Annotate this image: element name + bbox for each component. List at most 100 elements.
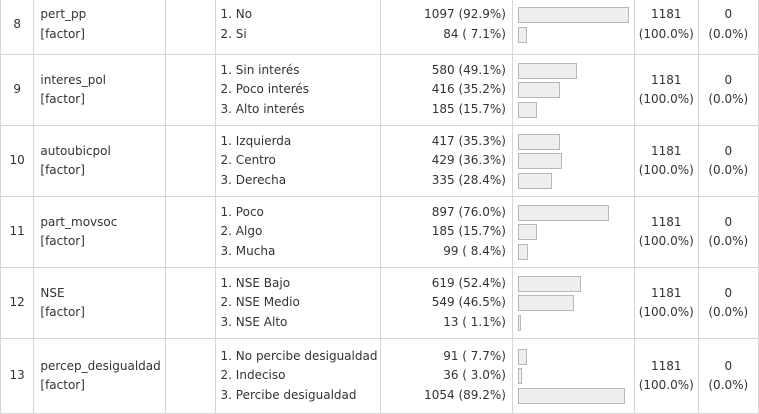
label-cell xyxy=(165,196,216,268)
frequency-value: 91 ( 7.7%) xyxy=(443,348,506,363)
values-cell: 1. Sin interés 2. Poco interés 3. Alto int… xyxy=(214,54,382,126)
table-row: 12 NSE [factor] 1. NSE Bajo 2. NSE Medio 3. N… xyxy=(0,267,759,339)
frequency-bar xyxy=(517,314,521,331)
frequency-bar xyxy=(517,133,560,150)
frequency-value: 897 (76.0%) xyxy=(431,204,506,219)
bar-slot xyxy=(517,171,633,191)
valid-cell: 1181 (100.0%) xyxy=(633,267,699,339)
row-number-cell: 13 xyxy=(0,338,35,414)
valid-percent: (100.0%) xyxy=(638,163,694,177)
label-cell xyxy=(165,0,216,55)
valid-count: 1181 xyxy=(650,143,682,158)
value-label: 2. Poco interés xyxy=(220,82,310,97)
row-number: 11 xyxy=(9,224,25,239)
value-label: 2. Algo xyxy=(220,224,263,239)
graph-cell xyxy=(511,54,635,126)
valid-count: 1181 xyxy=(650,285,682,300)
valid-count: 1181 xyxy=(650,358,682,373)
row-number: 13 xyxy=(9,368,25,383)
missing-percent: (0.0%) xyxy=(708,378,749,392)
label-cell xyxy=(165,338,216,414)
row-number: 12 xyxy=(9,295,25,310)
frequency-bar xyxy=(517,62,577,79)
variable-name: NSE xyxy=(40,285,65,300)
variable-type: [factor] xyxy=(40,26,85,41)
variable-cell: pert_pp [factor] xyxy=(33,0,167,55)
table-row: 11 part_movsoc [factor] 1. Poco 2. Algo 3. Mu… xyxy=(0,196,759,268)
variable-cell: percep_desigualdad [factor] xyxy=(33,338,167,414)
missing-cell: 0 (0.0%) xyxy=(697,267,759,339)
frequency-value: 13 ( 1.1%) xyxy=(443,314,506,329)
value-label: 1. Sin interés xyxy=(220,62,300,77)
frequencies-cell: 1097 (92.9%) 84 ( 7.1%) xyxy=(380,0,513,55)
missing-count: 0 xyxy=(724,143,733,158)
valid-percent: (100.0%) xyxy=(638,92,694,106)
bar-slot xyxy=(517,151,633,171)
missing-cell: 0 (0.0%) xyxy=(697,338,759,414)
row-number-cell: 8 xyxy=(0,0,35,55)
bar-slot xyxy=(517,242,633,262)
frequency-value: 619 (52.4%) xyxy=(431,275,506,290)
values-cell: 1. Poco 2. Algo 3. Mucha xyxy=(214,196,382,268)
frequencies-cell: 417 (35.3%) 429 (36.3%) 335 (28.4%) xyxy=(380,125,513,197)
missing-percent: (0.0%) xyxy=(708,234,749,248)
valid-cell: 1181 (100.0%) xyxy=(633,196,699,268)
frequency-value: 335 (28.4%) xyxy=(431,172,506,187)
variable-type: [factor] xyxy=(40,305,85,319)
bar-slot xyxy=(517,132,633,152)
values-cell: 1. No 2. Si xyxy=(214,0,382,55)
table-row: 8 pert_pp [factor] 1. No 2. Si 1097 (92.9%) 84… xyxy=(0,0,759,55)
frequencies-cell: 897 (76.0%) 185 (15.7%) 99 ( 8.4%) xyxy=(380,196,513,268)
valid-count: 1181 xyxy=(650,214,682,229)
row-number: 10 xyxy=(9,153,25,168)
valid-cell: 1181 (100.0%) xyxy=(633,0,699,55)
bar-slot xyxy=(517,25,633,45)
missing-cell: 0 (0.0%) xyxy=(697,54,759,126)
values-cell: 1. Izquierda 2. Centro 3. Derecha xyxy=(214,125,382,197)
frequency-bar xyxy=(517,295,574,312)
missing-count: 0 xyxy=(724,285,733,300)
bar-slot xyxy=(517,386,633,406)
frequency-value: 99 ( 8.4%) xyxy=(443,243,506,258)
missing-count: 0 xyxy=(724,358,733,373)
frequency-value: 1097 (92.9%) xyxy=(424,7,506,21)
variable-name: pert_pp xyxy=(40,7,87,21)
bar-slot xyxy=(517,80,633,100)
frequency-bar xyxy=(517,224,537,241)
valid-percent: (100.0%) xyxy=(638,26,694,41)
frequency-bar xyxy=(517,204,609,221)
frequency-value: 185 (15.7%) xyxy=(431,224,506,239)
variable-name: autoubicpol xyxy=(40,143,111,158)
bar-slot xyxy=(517,61,633,81)
graph-cell xyxy=(511,338,635,414)
variable-name: percep_desigualdad xyxy=(40,358,161,373)
missing-cell: 0 (0.0%) xyxy=(697,196,759,268)
value-label: 3. Derecha xyxy=(220,172,287,187)
row-number-cell: 11 xyxy=(0,196,35,268)
missing-percent: (0.0%) xyxy=(708,305,749,319)
bar-slot xyxy=(517,5,633,25)
missing-cell: 0 (0.0%) xyxy=(697,0,759,55)
bar-slot xyxy=(517,293,633,313)
value-label: 2. Si xyxy=(220,26,247,41)
variable-type: [factor] xyxy=(40,234,85,248)
value-label: 1. Poco xyxy=(220,204,264,219)
frequency-value: 549 (46.5%) xyxy=(431,295,506,310)
bar-slot xyxy=(517,100,633,120)
variable-name: interes_pol xyxy=(40,72,107,87)
frequency-bar xyxy=(517,368,522,385)
missing-percent: (0.0%) xyxy=(708,26,749,41)
bar-slot xyxy=(517,366,633,386)
variable-cell: autoubicpol [factor] xyxy=(33,125,167,197)
valid-cell: 1181 (100.0%) xyxy=(633,54,699,126)
value-label: 3. NSE Alto xyxy=(220,314,288,329)
frequency-bar xyxy=(517,82,560,99)
variable-type: [factor] xyxy=(40,163,85,177)
row-number: 9 xyxy=(13,82,22,97)
values-cell: 1. No percibe desigualdad 2. Indeciso 3. P… xyxy=(214,338,382,414)
graph-cell xyxy=(511,267,635,339)
frequencies-cell: 619 (52.4%) 549 (46.5%) 13 ( 1.1%) xyxy=(380,267,513,339)
frequency-bar xyxy=(517,275,581,292)
value-label: 2. Indeciso xyxy=(220,368,286,383)
